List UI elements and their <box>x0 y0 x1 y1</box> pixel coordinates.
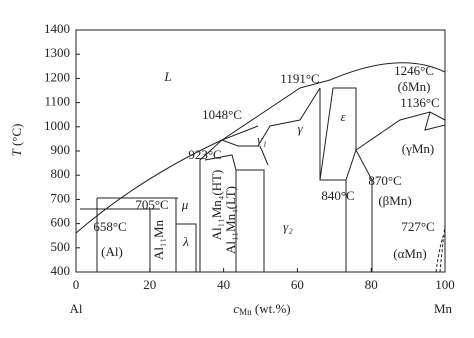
annotation: 705°C <box>135 197 168 212</box>
label-part: (°C) <box>9 123 24 149</box>
annotation: 658°C <box>93 219 126 234</box>
y-tick-label: 1000 <box>44 118 70 133</box>
y-tick-label: 1400 <box>44 21 70 36</box>
boundary <box>435 224 446 273</box>
annotation: γ₂ <box>283 219 293 234</box>
annotation: 870°C <box>368 173 401 188</box>
annotation: 923°C <box>188 147 221 162</box>
annotation: ε <box>340 109 346 124</box>
annotation: λ <box>182 234 189 249</box>
y-tick-label: 1200 <box>44 69 70 84</box>
annotation: 1136°C <box>400 95 439 110</box>
y-tick-label: 600 <box>51 215 71 230</box>
x-tick-label: 0 <box>73 277 80 292</box>
annotation: 840°C <box>321 188 354 203</box>
label-part: (wt.%) <box>252 301 291 316</box>
y-tick-label: 1300 <box>44 45 70 60</box>
x-tick-label: 80 <box>365 277 378 292</box>
annotation: (βMn) <box>378 193 411 208</box>
label-part: T <box>9 149 24 157</box>
annotation: (δMn) <box>398 79 431 94</box>
annotation: Al₁₁Mn <box>151 219 166 260</box>
label-part: Mn <box>239 307 252 317</box>
plot-frame <box>75 29 446 273</box>
annotation: 1246°C <box>394 63 434 78</box>
y-tick-label: 800 <box>51 166 71 181</box>
annotation: (γMn) <box>402 141 434 156</box>
annotation: Al₁₁Mn₄(HT) <box>209 170 224 241</box>
x-tick-label: 100 <box>435 277 455 292</box>
label-part: c <box>233 301 239 316</box>
y-tick-label: 500 <box>51 239 71 254</box>
annotation: 727°C <box>401 219 434 234</box>
annotation: L <box>163 69 171 84</box>
boundary <box>199 87 446 272</box>
annotation: γ₁ <box>257 132 267 147</box>
end-label: Al <box>70 301 83 316</box>
x-tick-label: 40 <box>217 277 230 292</box>
x-tick-label: 20 <box>143 277 156 292</box>
y-tick-label: 400 <box>51 263 71 278</box>
annotation: (αMn) <box>393 246 427 261</box>
annotation: Al₁₁Mn₄(LT) <box>223 186 238 254</box>
x-axis-label: cMn (wt.%) <box>233 301 290 317</box>
y-axis-label: T (°C) <box>9 123 24 156</box>
phase-boundaries <box>75 29 446 273</box>
annotation: (Al) <box>101 244 123 259</box>
y-tick-label: 1100 <box>44 94 70 109</box>
annotation: μ <box>181 197 189 212</box>
boundary <box>80 197 197 272</box>
annotation: γ <box>297 121 303 136</box>
annotation: 1048°C <box>202 107 242 122</box>
x-tick-label: 60 <box>291 277 304 292</box>
annotation: 1191°C <box>280 71 319 86</box>
y-tick-label: 700 <box>51 190 71 205</box>
y-tick-label: 900 <box>51 142 71 157</box>
end-label: Mn <box>434 301 453 316</box>
